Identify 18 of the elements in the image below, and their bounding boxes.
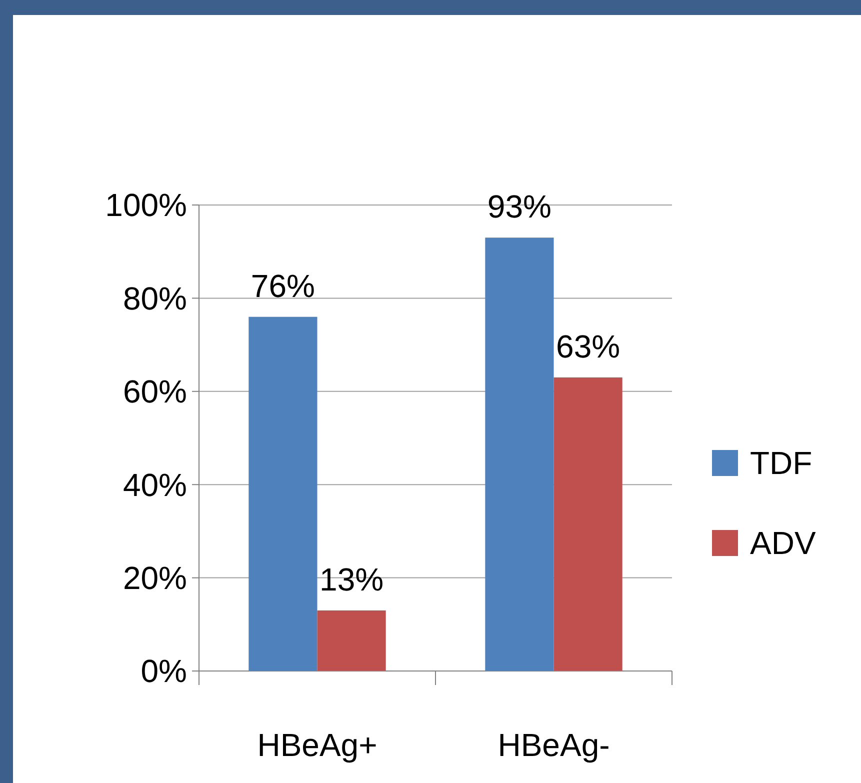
bar <box>554 377 622 671</box>
data-label: 76% <box>250 268 315 304</box>
y-tick-label: 40% <box>122 466 187 503</box>
legend-label: ADV <box>750 525 816 562</box>
y-tick-label: 60% <box>122 374 187 410</box>
data-label: 93% <box>487 188 552 225</box>
bar <box>248 316 318 671</box>
data-label: 63% <box>556 328 620 364</box>
data-label: 13% <box>320 561 384 598</box>
x-tick-label: HBeAg- <box>498 727 610 763</box>
y-tick-label: 20% <box>122 560 187 596</box>
y-tick-label: 80% <box>122 280 187 316</box>
y-tick-label: 100% <box>105 187 187 224</box>
bar <box>317 610 386 671</box>
bar <box>485 238 554 671</box>
legend-label: TDF <box>750 445 812 482</box>
y-tick-label: 0% <box>140 653 187 690</box>
x-tick-label: HBeAg+ <box>257 727 378 763</box>
